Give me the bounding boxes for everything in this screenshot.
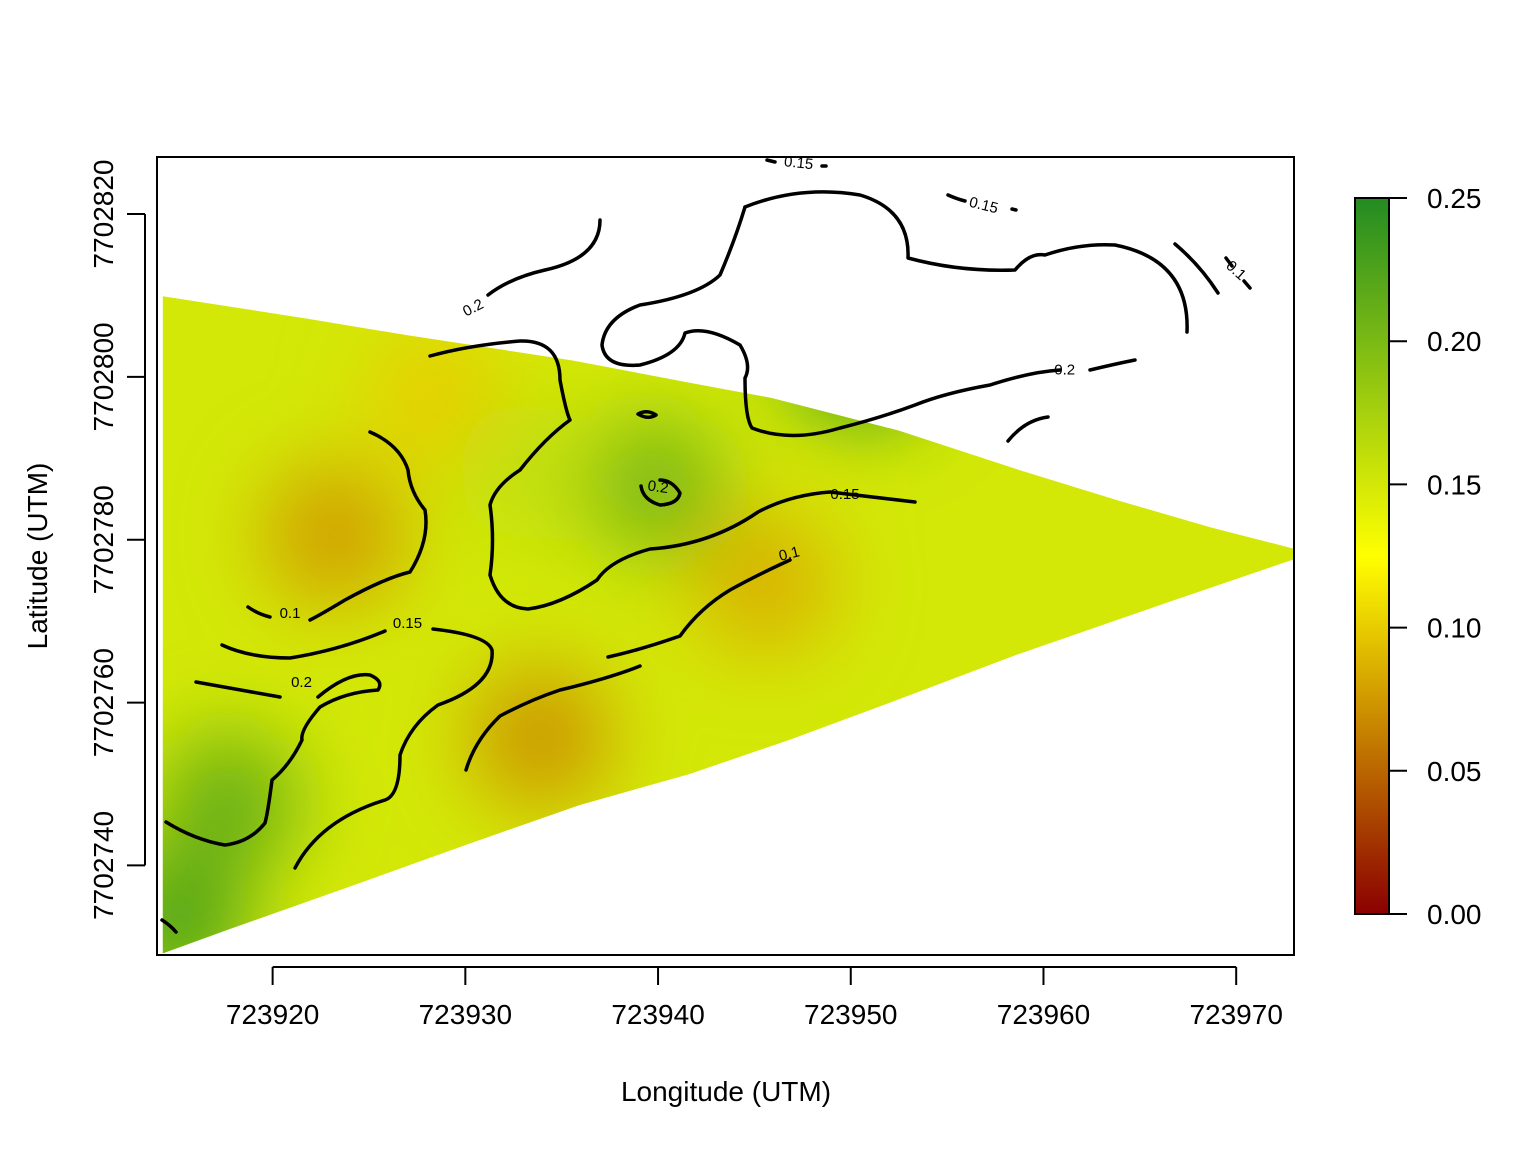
contour-labels: 0.150.150.10.20.20.2 0.150.10.10.150.2 [280, 153, 1250, 691]
contour-label: 0.15 [830, 486, 859, 503]
contour-line-0.15-west [220, 629, 387, 660]
contour-label: 0.2 [1054, 362, 1075, 379]
colorbar-tick-label: 0.20 [1427, 326, 1482, 357]
colorbar-gradient-bar [1354, 197, 1390, 915]
contour-line-0.1-east [1242, 279, 1252, 290]
contour-label-text: 0.1 [280, 605, 301, 622]
contour-line-0.15-west [293, 627, 494, 870]
x-tick-label: 723930 [419, 999, 512, 1030]
contour-label: 0.1 [280, 605, 301, 622]
x-tick-label: 723950 [804, 999, 897, 1030]
contour-line-0.2-southwest [194, 680, 282, 699]
contour-label-text: 0.15 [393, 615, 422, 632]
heat-spot [264, 464, 405, 605]
y-tick-label: 7702760 [88, 648, 119, 757]
contour-label: 0.2 [291, 674, 312, 691]
x-tick-label: 723940 [611, 999, 704, 1030]
contour-line-0.2-north-lobe [743, 190, 1189, 334]
contour-line-0.15-top [765, 158, 777, 164]
heat-spot [694, 512, 834, 653]
plot-frame [156, 156, 1295, 956]
contour-label-text: 0.2 [460, 296, 486, 321]
colorbar-ticks: 0.00 0.05 0.10 0.15 0.20 0.25 [1389, 183, 1482, 930]
contour-line-0.2-northwest [486, 218, 602, 297]
heat-spot [457, 401, 597, 542]
contour-line-0.2-central-north [428, 339, 917, 611]
colorbar-tick-label: 0.00 [1427, 899, 1482, 930]
y-tick-label: 7702800 [88, 322, 119, 431]
heat-spot [162, 733, 299, 874]
contour-label: 0.15 [783, 153, 814, 173]
colorbar-tick-label: 0.25 [1427, 183, 1482, 214]
contour-label-text: 0.15 [830, 486, 859, 503]
contour-label: 0.15 [393, 615, 422, 632]
contour-line-0.15-northeast [1010, 207, 1018, 212]
y-tick-label: 7702820 [88, 159, 119, 268]
colorbar-tick-label: 0.15 [1427, 469, 1482, 500]
contour-line-0.2-east-stub [1006, 415, 1050, 443]
colorbar-tick-label: 0.10 [1427, 613, 1482, 644]
heat-spot [470, 667, 611, 808]
x-axis: 723920 723930 723940 723950 723960 723970 [226, 966, 1283, 1030]
contour-line-0.2-bottom-corner [160, 918, 178, 934]
heat-spot [792, 296, 933, 424]
contour-label-text: 0.2 [647, 477, 670, 497]
contour-line-0.1-west [246, 605, 272, 619]
y-tick-label: 7702740 [88, 811, 119, 920]
colorbar-legend: 0.00 0.05 0.10 0.15 0.20 0.25 [1354, 183, 1482, 930]
contour-label-text: 0.1 [777, 543, 801, 565]
contour-line-0.2-center-loop [639, 478, 682, 507]
contour-label-text: 0.2 [291, 674, 312, 691]
contour-label-text: 0.15 [783, 153, 814, 173]
contour-line-0.1-south [464, 664, 642, 772]
heat-spot [162, 852, 247, 954]
contour-line-0.1-east [1224, 256, 1234, 268]
contour-label: 0.2 [460, 296, 486, 321]
x-tick-label: 723960 [997, 999, 1090, 1030]
contour-line-0.2-southwest [164, 672, 382, 847]
contour-line-0.1-west [308, 430, 428, 622]
contour-line-0.2-east-tail [1088, 358, 1137, 372]
y-tick-label: 7702780 [88, 485, 119, 594]
contour-label: 0.1 [777, 543, 801, 565]
contour-label-text: 0.2 [1054, 362, 1075, 379]
colorbar-tick-label: 0.05 [1427, 756, 1482, 787]
contour-label-text: 0.15 [967, 194, 999, 218]
y-axis-title: Latitude (UTM) [22, 463, 53, 650]
contour-label: 0.2 [647, 477, 670, 497]
heat-spot [742, 296, 883, 325]
contour-line-0.2-small-loop [636, 410, 658, 419]
x-axis-title: Longitude (UTM) [621, 1076, 831, 1107]
y-axis: 7702740 7702760 7702780 7702800 7702820 [88, 159, 146, 920]
x-tick-label: 723920 [226, 999, 319, 1030]
contour-line-0.2-north-loop [600, 205, 1062, 438]
heat-spot [1040, 296, 1181, 380]
contour-label: 0.15 [967, 194, 999, 218]
contour-line-0.1-southeast [606, 558, 792, 659]
heat-surface [162, 296, 1294, 954]
contour-line-0.1-east [1173, 242, 1220, 295]
heat-spot [584, 416, 725, 556]
contour-lines [160, 158, 1252, 934]
contour-line-0.15-northeast [946, 193, 967, 203]
x-tick-label: 723970 [1189, 999, 1282, 1030]
